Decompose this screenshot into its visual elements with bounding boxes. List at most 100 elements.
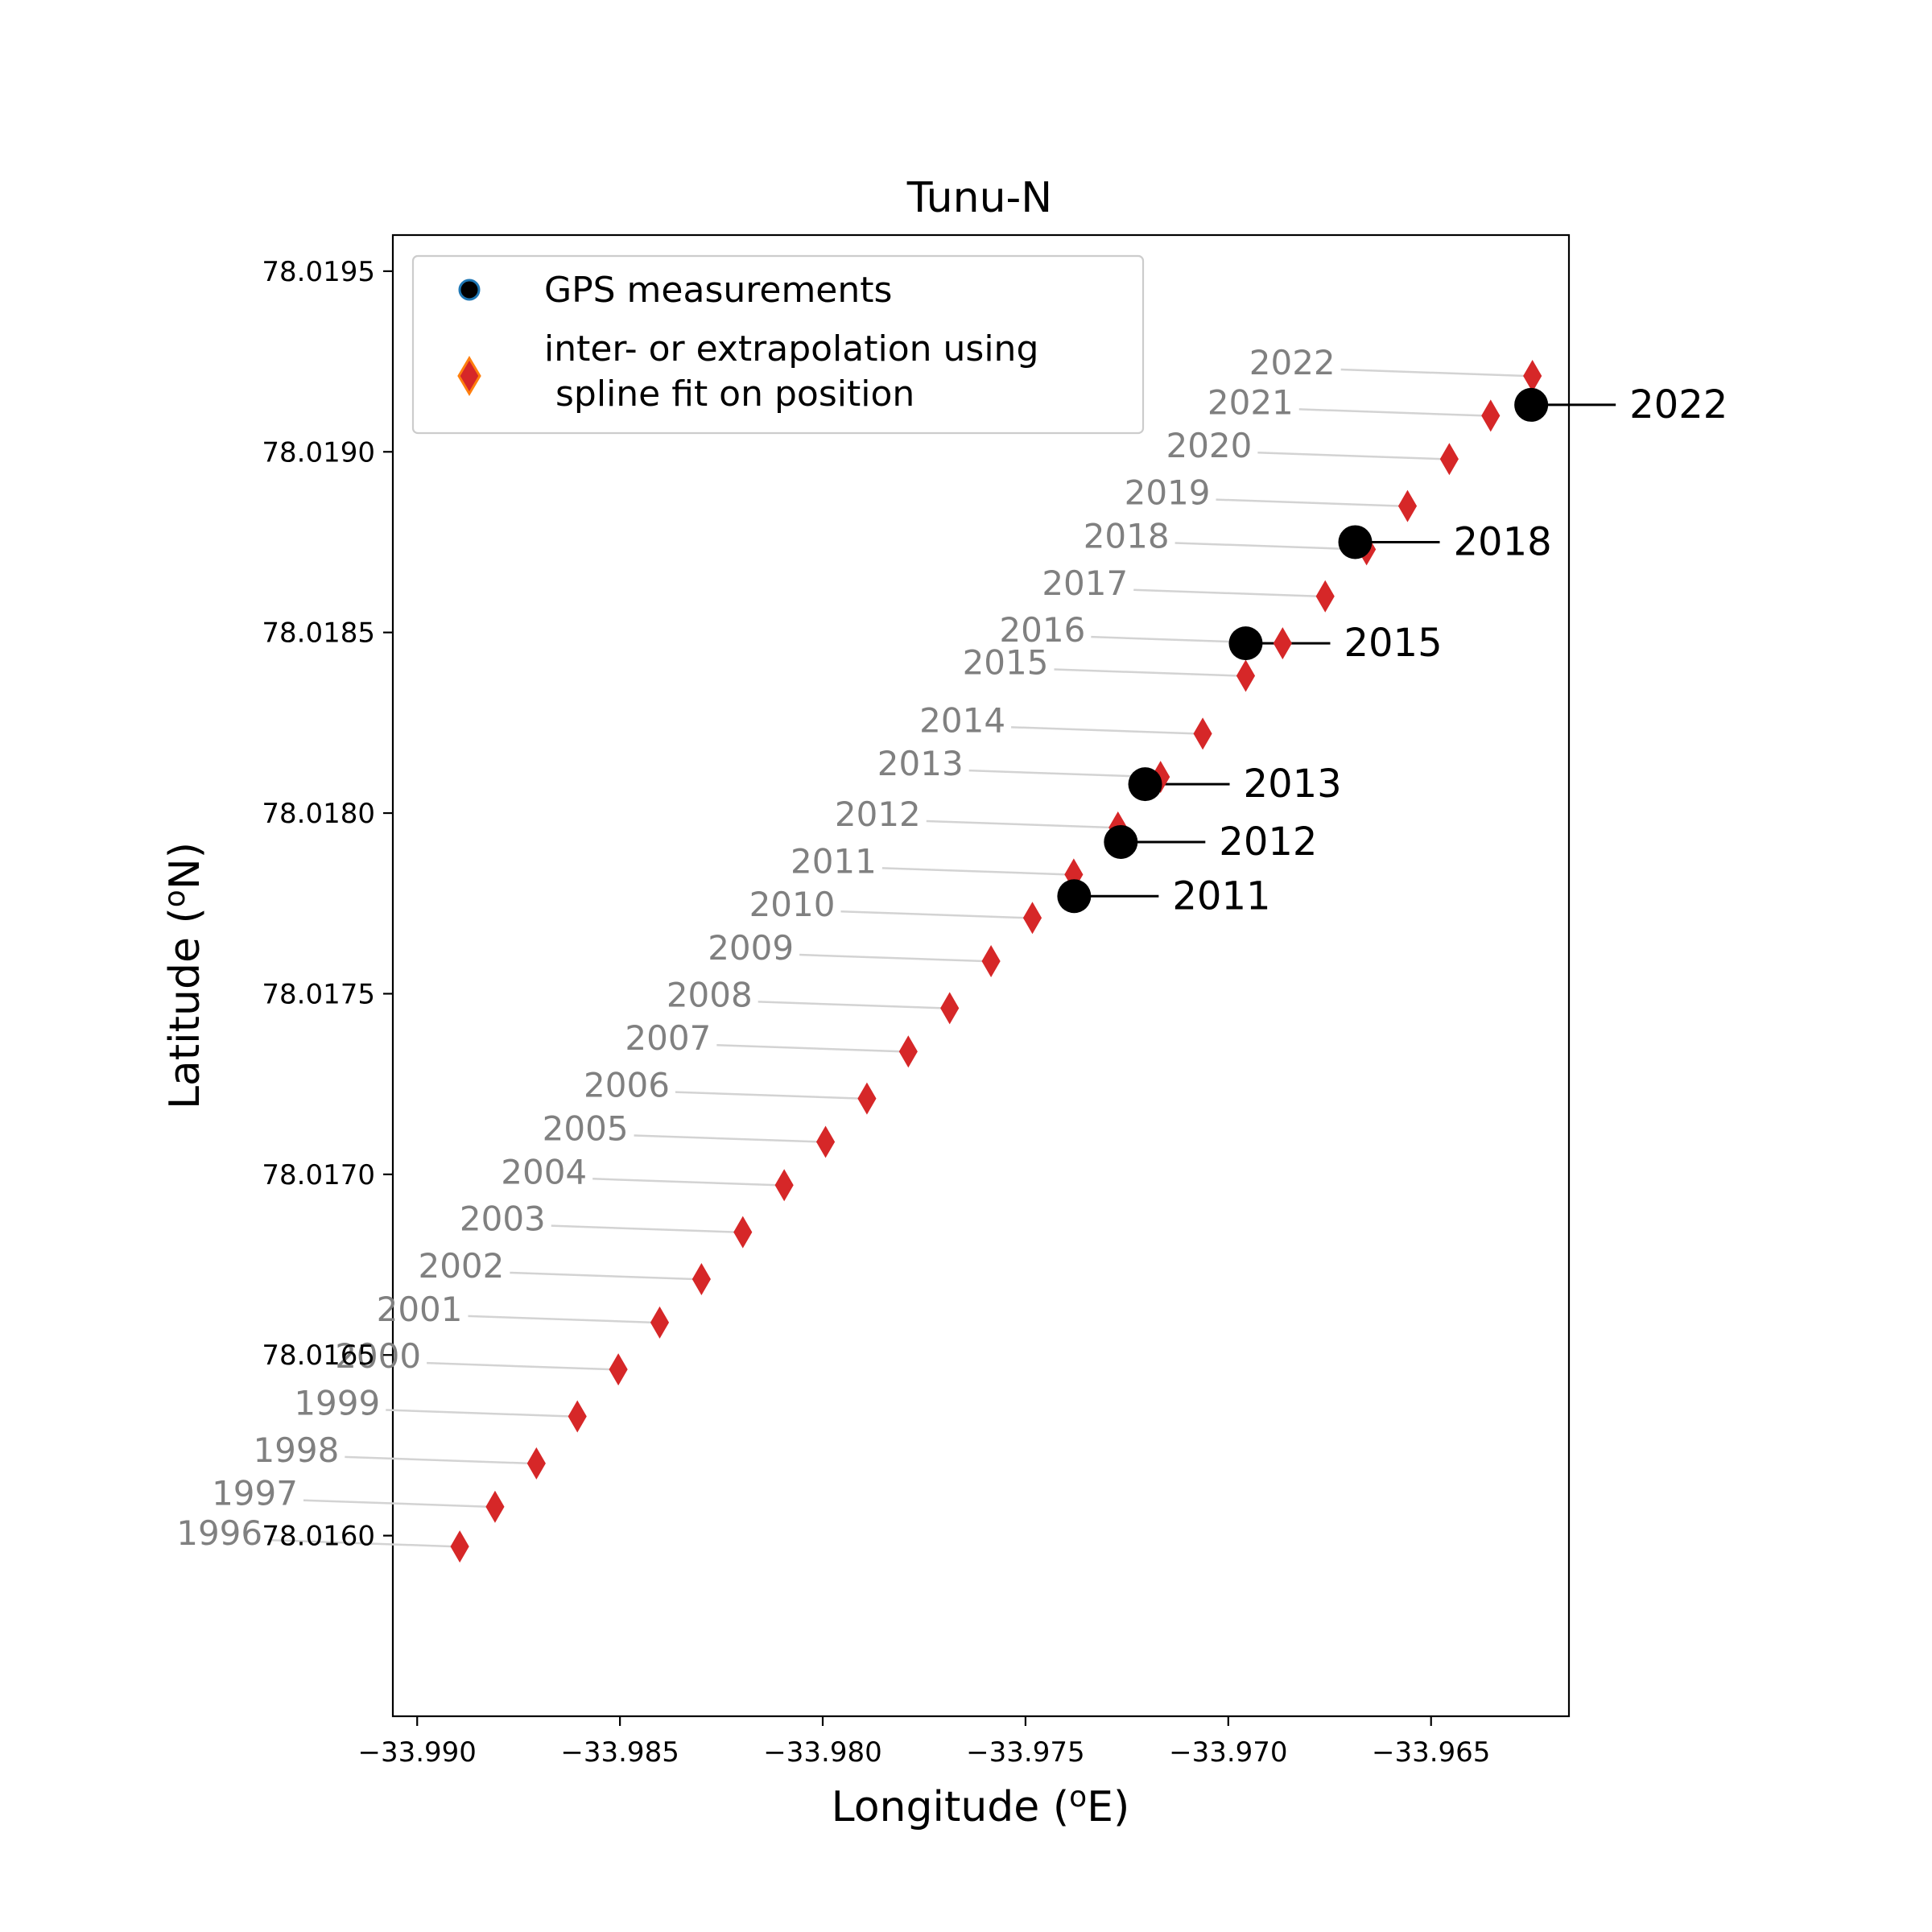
- spline-year-label: 2009: [708, 928, 794, 968]
- spline-year-label: 2015: [963, 643, 1049, 683]
- spline-year-label: 2013: [877, 744, 964, 783]
- spline-point-marker: [526, 1447, 546, 1480]
- spline-year-label: 1996: [176, 1513, 262, 1553]
- spline-year-label: 2022: [1249, 343, 1335, 382]
- spline-leader-line: [268, 1538, 454, 1548]
- y-tick-label: 78.0185: [262, 617, 375, 650]
- spline-point-marker: [1236, 659, 1256, 692]
- spline-year-label: 2007: [625, 1018, 711, 1058]
- spline-leader-line: [675, 1091, 861, 1100]
- spline-leader-line: [799, 953, 985, 963]
- spline-point-marker: [857, 1082, 877, 1115]
- spline-year-label: 1997: [212, 1474, 298, 1513]
- spline-year-label: 2011: [791, 841, 877, 881]
- gps-point-marker: [1338, 525, 1373, 559]
- spline-leader-line: [840, 910, 1026, 919]
- y-axis-label: Latitude (oN): [159, 842, 209, 1109]
- spline-point-marker: [450, 1530, 469, 1563]
- spline-year-label: 2018: [1084, 516, 1170, 555]
- spline-year-label: 2005: [543, 1108, 629, 1148]
- y-tick-label: 78.0195: [262, 256, 375, 288]
- x-tick-label: −33.985: [560, 1736, 679, 1769]
- spline-leader-line: [468, 1315, 654, 1324]
- legend-gps-marker: [458, 279, 481, 301]
- gps-year-label: 2011: [1172, 873, 1270, 919]
- spline-leader-line: [551, 1224, 737, 1233]
- spline-point-marker: [981, 945, 1001, 978]
- spline-leader-line: [1216, 498, 1402, 507]
- spline-leader-line: [1298, 408, 1484, 417]
- gps-year-label: 2012: [1219, 819, 1317, 865]
- spline-year-label: 2010: [749, 885, 836, 924]
- legend-frame: [411, 254, 1145, 435]
- gps-point-marker: [1128, 767, 1162, 802]
- x-tick-label: −33.980: [763, 1736, 881, 1769]
- spline-point-marker: [1397, 489, 1418, 522]
- spline-point-marker: [485, 1490, 505, 1523]
- spline-leader-line: [1340, 368, 1526, 378]
- spline-leader-line: [968, 769, 1154, 778]
- y-tick-label: 78.0165: [262, 1340, 375, 1372]
- spline-year-label: 2002: [418, 1246, 504, 1286]
- x-tick-label: −33.965: [1372, 1736, 1490, 1769]
- legend: GPS measurements inter- or extrapolation…: [411, 254, 1145, 435]
- spline-point-marker: [1022, 902, 1042, 935]
- gps-year-label: 2015: [1344, 621, 1442, 666]
- y-tick-label: 78.0160: [262, 1521, 375, 1553]
- legend-gps-label: GPS measurements: [544, 270, 892, 311]
- spline-leader-line: [592, 1178, 778, 1187]
- spline-leader-line: [1257, 451, 1443, 460]
- spline-year-label: 2008: [667, 975, 753, 1014]
- spline-point-marker: [1481, 399, 1501, 432]
- spline-year-label: 2017: [1042, 564, 1128, 603]
- spline-point-marker: [691, 1262, 711, 1295]
- spline-year-label: 2020: [1166, 426, 1252, 465]
- spline-point-marker: [774, 1169, 794, 1202]
- spline-point-marker: [1315, 580, 1335, 613]
- y-axis-ticks: 78.0160 78.0165 78.0170 78.0175 78.0180 78.01…: [262, 256, 393, 1553]
- gps-year-label: 2013: [1244, 762, 1342, 807]
- legend-spline-label: inter- or extrapolation using spline fit…: [544, 328, 1038, 415]
- spline-year-label: 2014: [919, 700, 1005, 740]
- gps-year-label: 2022: [1629, 382, 1728, 427]
- spline-leader-line: [1054, 668, 1240, 677]
- spline-leader-line: [345, 1455, 530, 1465]
- legend-spline-marker: [457, 356, 481, 396]
- chart-title: Tunu-N: [906, 174, 1052, 222]
- gps-point-marker: [1514, 387, 1549, 422]
- spline-point-marker: [940, 992, 960, 1025]
- y-tick-label: 78.0190: [262, 436, 375, 469]
- x-tick-label: −33.975: [966, 1736, 1084, 1769]
- spline-leader-line: [303, 1499, 489, 1508]
- spline-point-marker: [1193, 717, 1212, 750]
- spline-point-marker: [1439, 443, 1459, 476]
- spline-year-label: 1999: [294, 1384, 380, 1423]
- spline-point-marker: [568, 1400, 587, 1433]
- spline-year-label: 2004: [501, 1152, 587, 1191]
- spline-year-label: 2003: [460, 1199, 546, 1239]
- y-tick-label: 78.0180: [262, 798, 375, 830]
- spline-year-label: 2006: [584, 1066, 670, 1105]
- plot-frame: [391, 233, 1571, 1718]
- spline-leader-line: [758, 1001, 943, 1009]
- spline-leader-line: [386, 1409, 572, 1418]
- spline-leader-line: [1011, 726, 1197, 735]
- spline-leader-line: [926, 819, 1112, 829]
- spline-point-marker: [815, 1125, 836, 1158]
- spline-leader-line: [427, 1361, 613, 1371]
- spline-leader-line: [881, 867, 1067, 876]
- y-tick-label: 78.0170: [262, 1159, 375, 1191]
- x-tick-label: −33.990: [357, 1736, 476, 1769]
- gps-point-marker: [1104, 824, 1138, 859]
- gps-year-label: 2018: [1454, 519, 1552, 564]
- spline-leader-line: [1174, 542, 1360, 551]
- spline-year-label: 2019: [1125, 473, 1211, 513]
- point-markers: [450, 360, 1549, 1563]
- spline-year-label: 2021: [1208, 382, 1294, 422]
- spline-point-marker: [898, 1035, 918, 1068]
- x-axis-label: Longitude (oE): [832, 1781, 1130, 1831]
- spline-year-label: 2016: [999, 610, 1085, 650]
- spline-year-label: 2001: [377, 1290, 463, 1329]
- spline-year-label: 2012: [835, 795, 921, 834]
